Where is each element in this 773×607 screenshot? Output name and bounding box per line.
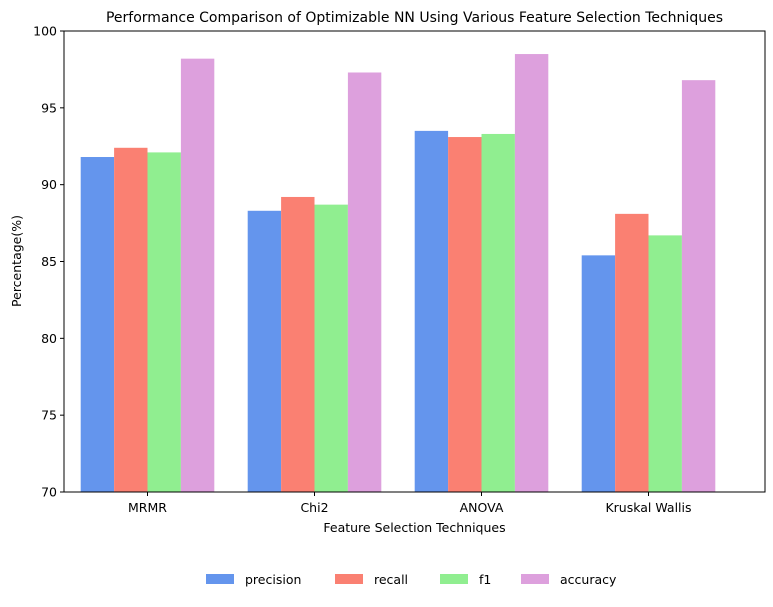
y-tick-label: 90	[41, 177, 57, 192]
bar-accuracy-mrmr	[180, 58, 215, 492]
x-axis-label: Feature Selection Techniques	[323, 520, 505, 535]
legend-label-precision: precision	[245, 572, 301, 587]
y-axis-label: Percentage(%)	[9, 215, 24, 307]
x-tick-label: Kruskal Wallis	[605, 500, 691, 515]
y-tick-label: 95	[41, 100, 57, 115]
bar-f1-anova	[481, 133, 515, 492]
bar-recall-anova	[448, 137, 482, 492]
x-tick-label: Chi2	[300, 500, 328, 515]
y-tick-label: 100	[33, 24, 57, 39]
bar-recall-chi2	[281, 196, 315, 492]
y-tick-label: 70	[41, 485, 57, 500]
bar-accuracy-chi2	[347, 72, 382, 493]
plot-area: 70 75 80 85 90 95 100 MRMR Chi2 ANOVA Kruskal Wall…	[33, 24, 766, 515]
legend: precision recall f1 accuracy	[206, 572, 617, 587]
legend-label-f1: f1	[479, 572, 491, 587]
chart-title: Performance Comparison of Optimizable NN…	[106, 10, 723, 26]
bar-precision-chi2	[247, 210, 282, 493]
legend-swatch-f1	[440, 574, 468, 584]
legend-swatch-precision	[206, 574, 234, 584]
bar-precision-kruskal-wallis	[581, 255, 616, 492]
bar-accuracy-kruskal-wallis	[681, 80, 716, 493]
legend-swatch-recall	[335, 574, 363, 584]
y-tick-label: 75	[41, 408, 57, 423]
bar-precision-anova	[414, 130, 449, 492]
legend-swatch-accuracy	[521, 574, 549, 584]
y-tick-label: 85	[41, 254, 57, 269]
x-tick-label: MRMR	[128, 500, 167, 515]
bar-f1-mrmr	[147, 152, 181, 492]
bar-recall-kruskal-wallis	[615, 213, 649, 493]
bar-f1-chi2	[314, 204, 348, 492]
x-tick-label: ANOVA	[460, 500, 504, 515]
y-tick-label: 80	[41, 331, 57, 346]
legend-label-accuracy: accuracy	[560, 572, 617, 587]
bar-f1-kruskal-wallis	[648, 235, 682, 492]
legend-label-recall: recall	[374, 572, 408, 587]
bar-precision-mrmr	[80, 157, 115, 492]
bar-recall-mrmr	[114, 147, 148, 493]
bar-accuracy-anova	[514, 54, 549, 493]
